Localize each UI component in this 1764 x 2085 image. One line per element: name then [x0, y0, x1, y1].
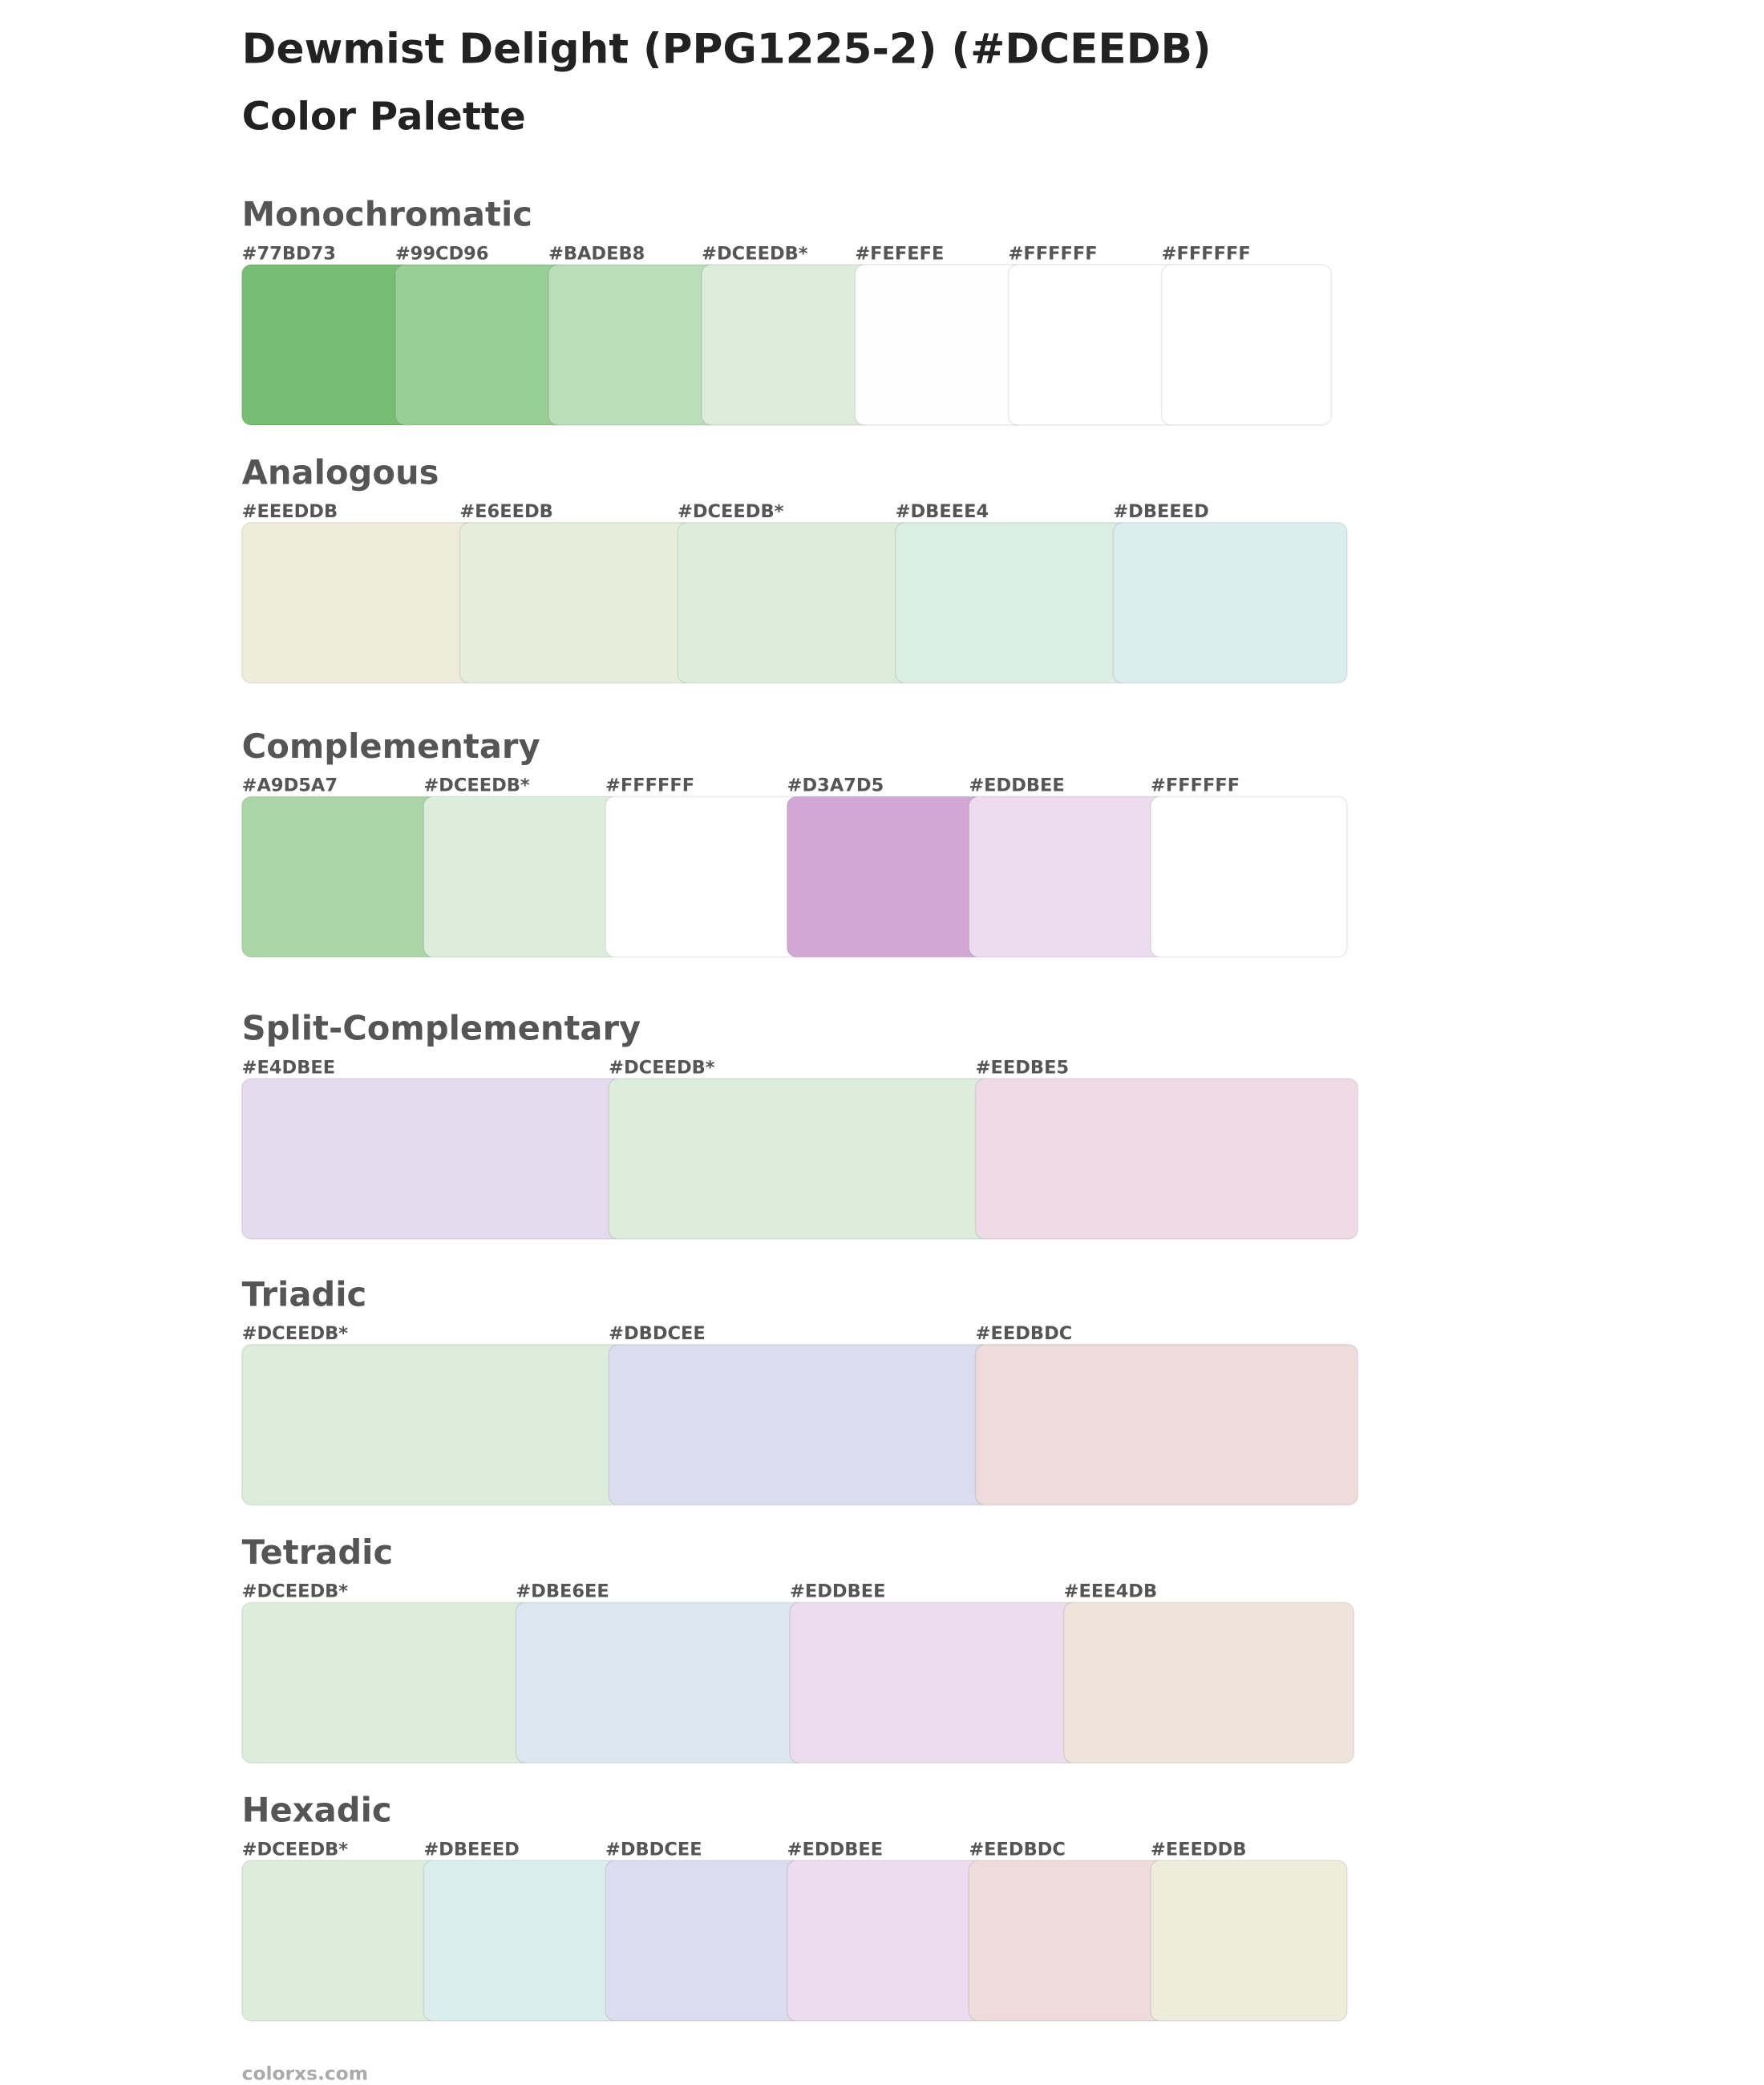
color-swatch [968, 1860, 1167, 2022]
color-swatch [1062, 1601, 1355, 1764]
swatch-label: #E4DBEE [242, 1057, 335, 1078]
color-swatch [241, 796, 439, 958]
color-swatch [974, 1078, 1359, 1240]
color-swatch [968, 796, 1167, 958]
swatch-label: #DBDCEE [609, 1323, 706, 1344]
color-swatch [789, 1601, 1081, 1764]
swatch-label: #E6EEDB [459, 501, 552, 522]
swatch-label: #DBEEED [423, 1839, 519, 1860]
color-swatch [608, 1078, 992, 1240]
swatch-label: #DCEEDB* [242, 1839, 349, 1860]
swatch-label: #DBE6EE [516, 1581, 609, 1602]
swatch-label: #DCEEDB* [423, 775, 530, 796]
swatch-label: #99CD96 [395, 243, 489, 264]
swatch-label: #EEE4DB [1064, 1581, 1157, 1602]
swatch-label: #EEDBDC [969, 1839, 1066, 1860]
section-title: Hexadic [242, 1791, 392, 1830]
page-subtitle: Color Palette [242, 95, 526, 140]
swatch-label: #FFFFFF [1009, 243, 1098, 264]
color-swatch [1150, 796, 1348, 958]
color-swatch [1160, 264, 1333, 426]
swatch-label: #EDDBEE [969, 775, 1064, 796]
swatch-label: #EDDBEE [787, 1839, 883, 1860]
color-swatch [394, 264, 566, 426]
section-title: Complementary [242, 727, 540, 766]
swatch-label: #EEEDDB [242, 501, 338, 522]
page-title: Dewmist Delight (PPG1225-2) (#DCEEDB) [242, 25, 1212, 73]
swatch-label: #DBEEE4 [896, 501, 989, 522]
color-swatch [423, 796, 621, 958]
footer: colorxs.com [242, 2062, 368, 2084]
color-swatch [605, 1860, 803, 2022]
color-swatch [974, 1343, 1359, 1506]
color-swatch [608, 1343, 992, 1506]
swatch-label: #DBDCEE [605, 1839, 702, 1860]
section-title: Split-Complementary [242, 1009, 641, 1048]
color-swatch [701, 264, 872, 426]
color-swatch [241, 1078, 625, 1240]
swatch-label: #DCEEDB* [242, 1581, 349, 1602]
swatch-label: #DCEEDB* [678, 501, 784, 522]
swatch-label: #D3A7D5 [787, 775, 884, 796]
color-swatch [241, 521, 477, 684]
swatch-label: #FEFEFE [855, 243, 944, 264]
swatch-label: #BADEB8 [548, 243, 645, 264]
swatch-label: #DBEEED [1113, 501, 1208, 522]
color-swatch [423, 1860, 621, 2022]
color-swatch [854, 264, 1026, 426]
swatch-label: #77BD73 [242, 243, 336, 264]
section-title: Triadic [242, 1274, 367, 1314]
color-swatch [1007, 264, 1179, 426]
color-swatch [515, 1601, 807, 1764]
swatch-label: #A9D5A7 [242, 775, 338, 796]
swatch-label: #DCEEDB* [702, 243, 808, 264]
color-swatch [241, 264, 413, 426]
swatch-label: #EDDBEE [790, 1581, 885, 1602]
color-swatch [241, 1860, 439, 2022]
color-swatch [786, 1860, 985, 2022]
color-swatch [1112, 521, 1348, 684]
color-swatch [786, 796, 985, 958]
section-title: Monochromatic [242, 195, 532, 234]
color-swatch [677, 521, 912, 684]
swatch-label: #EEDBDC [976, 1323, 1073, 1344]
swatch-label: #EEDBE5 [976, 1057, 1069, 1078]
color-swatch [459, 521, 694, 684]
swatch-label: #DCEEDB* [242, 1323, 349, 1344]
color-swatch [548, 264, 719, 426]
color-swatch [605, 796, 803, 958]
color-swatch [1150, 1860, 1348, 2022]
swatch-label: #DCEEDB* [609, 1057, 715, 1078]
color-swatch [894, 521, 1131, 684]
swatch-label: #EEEDDB [1151, 1839, 1246, 1860]
swatch-label: #FFFFFF [1151, 775, 1240, 796]
swatch-label: #FFFFFF [605, 775, 694, 796]
section-title: Tetradic [242, 1532, 394, 1572]
color-swatch [241, 1343, 625, 1506]
section-title: Analogous [242, 452, 439, 492]
swatch-label: #FFFFFF [1162, 243, 1251, 264]
color-swatch [241, 1601, 533, 1764]
